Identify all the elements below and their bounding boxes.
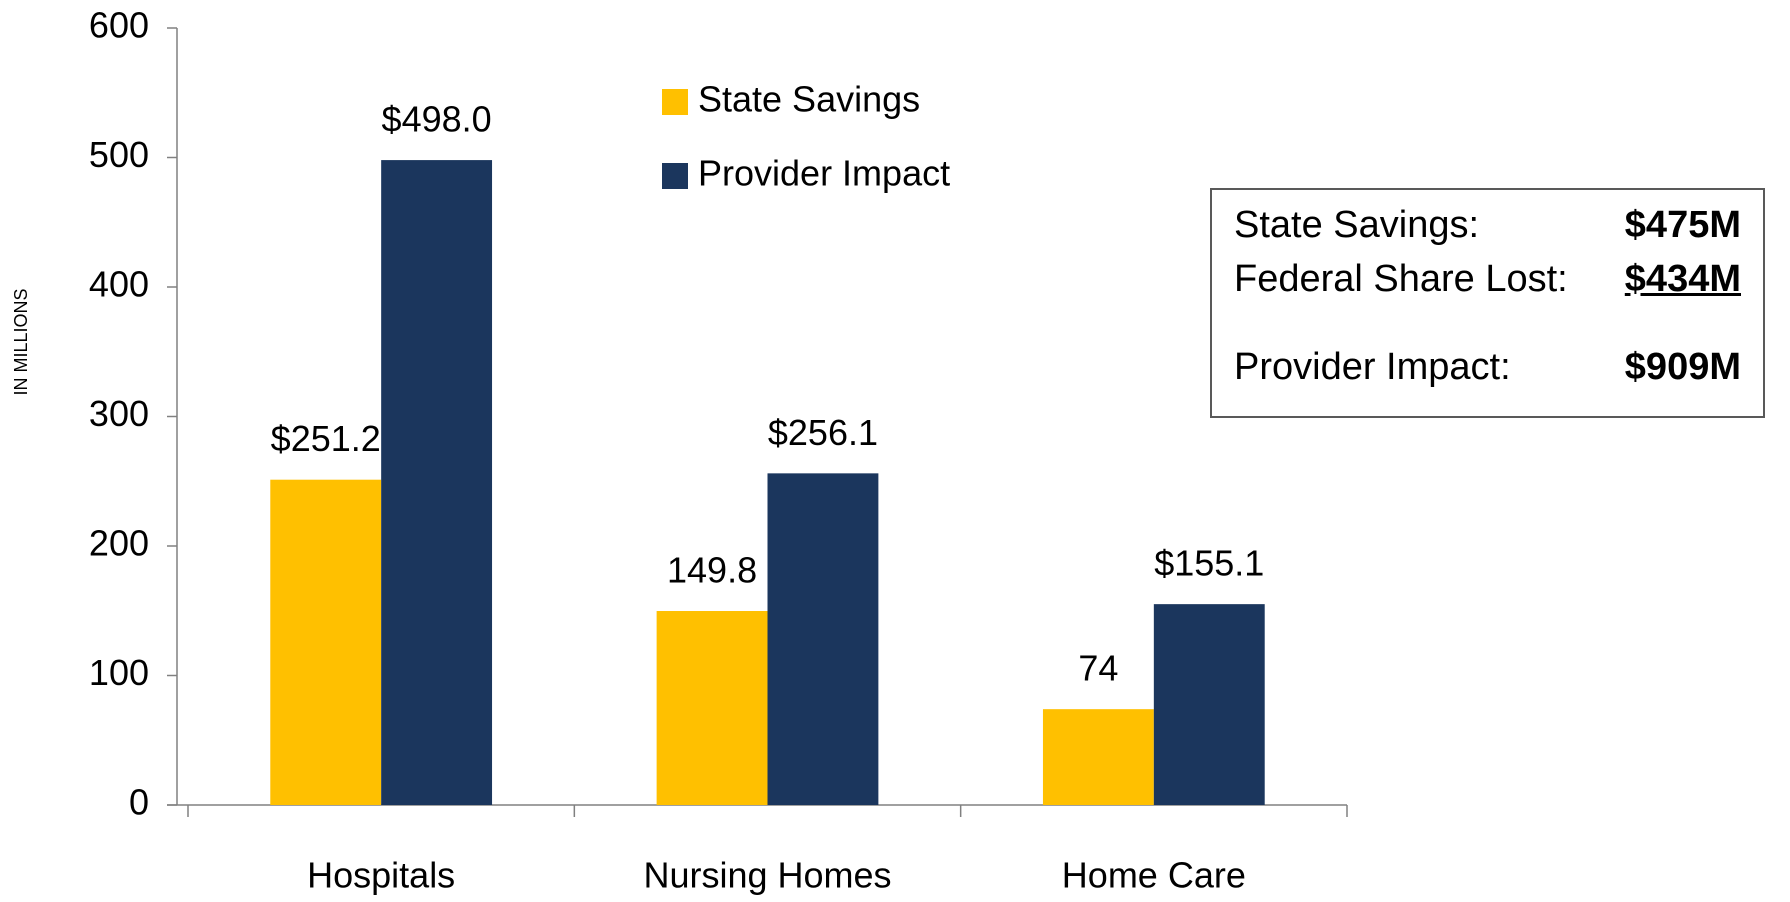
legend-swatch (662, 89, 688, 115)
summary-row: Provider Impact: $909M (1234, 340, 1741, 394)
x-tick-label: Home Care (1062, 855, 1246, 896)
summary-value: $475M (1624, 204, 1741, 246)
value-label: 74 (1078, 648, 1118, 689)
y-tick-label: 600 (89, 5, 149, 46)
y-tick-label: 400 (89, 264, 149, 305)
legend-label: Provider Impact (698, 153, 950, 194)
summary-row: Federal Share Lost: $434M (1234, 252, 1741, 306)
value-label: $498.0 (382, 99, 492, 140)
x-tick-label: Nursing Homes (643, 855, 891, 896)
y-tick-label: 0 (129, 782, 149, 823)
bar (1042, 709, 1154, 805)
bar (656, 611, 768, 805)
y-tick-label: 500 (89, 134, 149, 175)
value-label: 149.8 (667, 550, 757, 591)
summary-value: $434M (1624, 258, 1741, 300)
value-label: $256.1 (768, 412, 878, 453)
y-tick-label: 200 (89, 523, 149, 564)
bar (270, 479, 382, 805)
summary-row: State Savings: $475M (1234, 198, 1741, 252)
y-tick-label: 100 (89, 652, 149, 693)
summary-label: Provider Impact: (1234, 346, 1511, 388)
value-label: $251.2 (271, 418, 381, 459)
x-tick-label: Hospitals (307, 855, 455, 896)
summary-value: $909M (1624, 346, 1741, 388)
legend-swatch (662, 163, 688, 189)
y-axis-label: IN MILLIONS (11, 288, 31, 395)
summary-label: State Savings: (1234, 204, 1480, 246)
y-tick-label: 300 (89, 393, 149, 434)
bar (1153, 604, 1265, 805)
bar (381, 160, 493, 806)
bar (767, 473, 879, 805)
summary-label: Federal Share Lost: (1234, 258, 1568, 300)
summary-box: State Savings: $475M Federal Share Lost: $4… (1210, 188, 1765, 418)
value-label: $155.1 (1154, 543, 1264, 584)
legend-label: State Savings (698, 79, 920, 120)
